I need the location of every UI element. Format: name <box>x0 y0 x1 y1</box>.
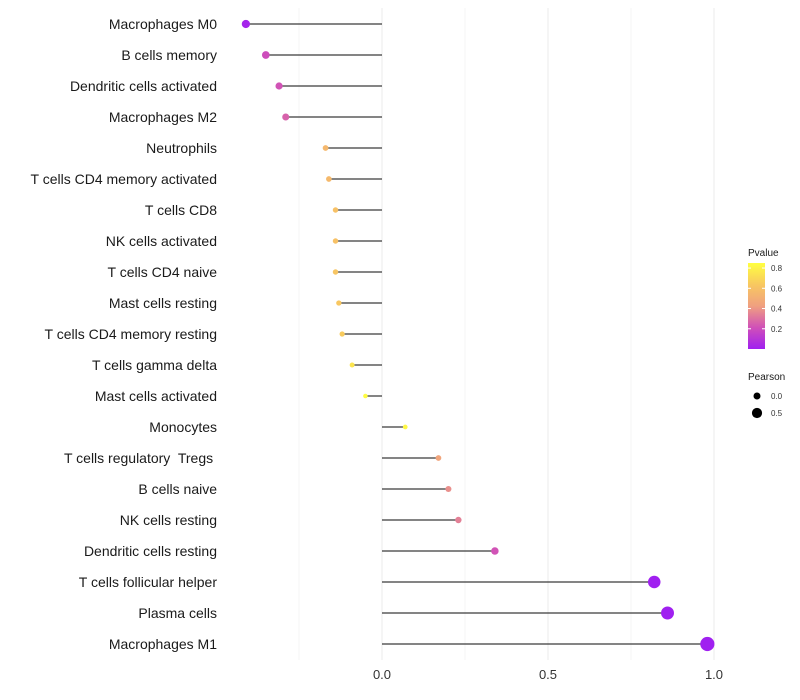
y-axis-label: Mast cells activated <box>95 388 217 404</box>
y-axis-label: Dendritic cells resting <box>84 543 217 559</box>
lollipop-point <box>402 424 408 430</box>
y-axis-label: Mast cells resting <box>109 295 217 311</box>
lollipop-point <box>363 393 368 399</box>
lollipop-point <box>332 238 339 244</box>
pearson-legend: Pearson 0.0 0.5 <box>748 372 785 419</box>
y-axis-label: Dendritic cells activated <box>70 78 217 94</box>
x-tick-label: 0.0 <box>373 667 391 682</box>
pvalue-tick-label: 0.4 <box>771 305 783 314</box>
y-axis-label: T cells CD4 naive <box>108 264 218 280</box>
pearson-legend-label: 0.5 <box>771 409 783 418</box>
y-axis-label: T cells CD8 <box>145 202 217 218</box>
pearson-legend-title: Pearson <box>748 372 785 383</box>
y-axis-label: Neutrophils <box>146 140 217 156</box>
lollipop-point <box>336 300 342 306</box>
y-axis-label: NK cells activated <box>106 233 217 249</box>
y-axis-label: NK cells resting <box>120 512 217 528</box>
pearson-legend-dot <box>753 392 761 400</box>
lollipop-point <box>647 575 661 589</box>
pearson-legend-items: 0.0 0.5 <box>751 392 783 419</box>
lollipop-point <box>322 145 329 151</box>
x-tick-label: 0.5 <box>539 667 557 682</box>
pvalue-legend-ticks: 0.2 0.4 0.6 0.8 <box>748 264 783 334</box>
lollipop-point <box>241 19 251 29</box>
pvalue-legend: Pvalue 0.2 0.4 0.6 0.8 <box>748 248 783 349</box>
x-axis-tick-labels: 0.0 0.5 1.0 <box>373 667 723 682</box>
pvalue-colorbar <box>748 263 765 349</box>
lollipop-point <box>661 606 674 620</box>
y-axis-label: T cells CD4 memory activated <box>31 171 217 187</box>
y-axis-label: T cells CD4 memory resting <box>45 326 217 342</box>
y-axis-label: T cells follicular helper <box>79 574 218 590</box>
pvalue-tick-label: 0.6 <box>771 284 783 293</box>
lollipop-point <box>700 636 715 652</box>
lollipop-point <box>491 547 499 555</box>
y-axis-label: Monocytes <box>149 419 217 435</box>
lollipop-point <box>339 331 345 337</box>
lollipop-stems <box>245 23 708 645</box>
pearson-legend-dot <box>751 407 763 419</box>
lollipop-point <box>275 82 283 90</box>
lollipop-points <box>241 19 715 652</box>
lollipop-point <box>445 485 452 493</box>
y-axis-label: B cells memory <box>121 47 217 63</box>
lollipop-point <box>326 176 332 182</box>
lollipop-point <box>349 362 355 368</box>
x-tick-label: 1.0 <box>705 667 723 682</box>
y-axis-label: B cells naive <box>138 481 217 497</box>
y-axis-labels: Macrophages M0 B cells memory Dendritic ce… <box>31 16 218 652</box>
lollipop-point <box>332 207 339 213</box>
pvalue-legend-title: Pvalue <box>748 248 779 259</box>
y-axis-label: Macrophages M2 <box>109 109 217 125</box>
y-axis-label: Macrophages M1 <box>109 636 217 652</box>
lollipop-point <box>332 269 339 275</box>
lollipop-point <box>282 113 290 121</box>
y-axis-label: T cells gamma delta <box>92 357 217 373</box>
lollipop-point <box>261 51 270 59</box>
y-axis-label: Plasma cells <box>138 605 217 621</box>
lollipop-point <box>455 516 462 524</box>
lollipop-point <box>435 455 442 461</box>
y-axis-label: T cells regulatory Tregs <box>64 450 217 466</box>
y-axis-label: Macrophages M0 <box>109 16 217 32</box>
pearson-legend-label: 0.0 <box>771 392 783 401</box>
pvalue-tick-label: 0.2 <box>771 325 783 334</box>
pvalue-tick-label: 0.8 <box>771 264 783 273</box>
